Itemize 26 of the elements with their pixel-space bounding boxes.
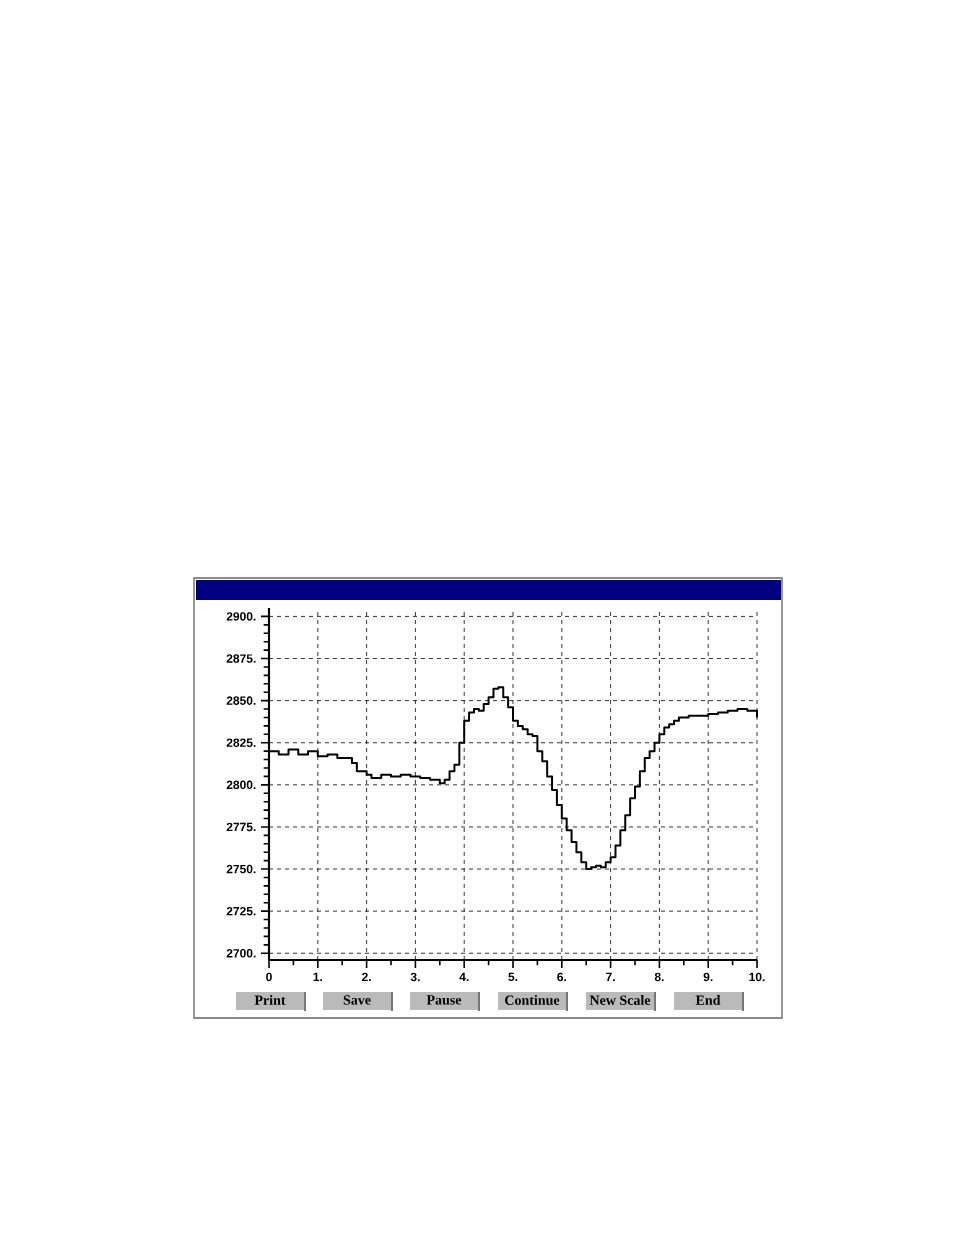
x-tick-label: 2. [362,972,371,982]
y-tick-label: 2850. [226,696,256,705]
x-tick-label: 7. [606,972,615,981]
y-tick-label: 2875. [226,654,256,663]
y-tick-label: 2900. [226,612,256,621]
x-tick-label: 5. [508,972,518,982]
x-tick-label: 6. [557,972,566,982]
x-tick-label: 8. [654,972,664,982]
text: Print [254,995,286,1005]
y-tick-label: 2825. [226,738,256,747]
x-tick-label: 9. [703,972,713,982]
x-tick-label: 10. [749,972,765,982]
y-tick-label: 2800. [226,780,256,790]
y-tick-label: 2750. [226,864,256,874]
text: New Scale [589,995,651,1005]
text: Continue [505,995,560,1005]
x-tick-label: 1. [313,972,322,981]
text: Pause [426,995,462,1005]
y-tick-label: 2725. [226,906,256,916]
text: Save [343,995,371,1005]
y-tick-label: 2700. [226,949,256,958]
x-tick-label: 3. [410,972,420,982]
x-tick-label: 0 [266,972,272,982]
x-tick-label: 4. [459,972,469,981]
text: End [695,995,721,1005]
y-tick-label: 2775. [226,822,256,832]
